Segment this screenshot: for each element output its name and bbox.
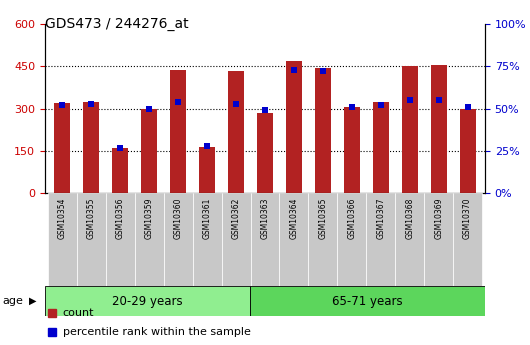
- Text: GSM10356: GSM10356: [116, 198, 125, 239]
- FancyBboxPatch shape: [164, 193, 192, 286]
- Text: percentile rank within the sample: percentile rank within the sample: [63, 327, 251, 337]
- Bar: [199, 147, 215, 193]
- Text: GDS473 / 244276_at: GDS473 / 244276_at: [45, 17, 189, 31]
- FancyBboxPatch shape: [395, 193, 424, 286]
- Text: 20-29 years: 20-29 years: [112, 295, 183, 307]
- Text: GSM10354: GSM10354: [58, 198, 67, 239]
- Text: GSM10365: GSM10365: [319, 198, 328, 239]
- Bar: [373, 102, 388, 193]
- Bar: [257, 113, 273, 193]
- FancyBboxPatch shape: [279, 193, 308, 286]
- Bar: [250, 286, 485, 316]
- Bar: [55, 103, 70, 193]
- Bar: [170, 70, 186, 193]
- Text: GSM10367: GSM10367: [376, 198, 385, 239]
- Bar: [112, 148, 128, 193]
- Text: GSM10363: GSM10363: [261, 198, 269, 239]
- FancyBboxPatch shape: [424, 193, 453, 286]
- FancyBboxPatch shape: [48, 193, 77, 286]
- FancyBboxPatch shape: [251, 193, 279, 286]
- Bar: [315, 68, 331, 193]
- Text: GSM10360: GSM10360: [174, 198, 183, 239]
- Bar: [286, 61, 302, 193]
- FancyBboxPatch shape: [308, 193, 338, 286]
- Text: age: age: [3, 296, 23, 306]
- Bar: [83, 102, 99, 193]
- Bar: [460, 109, 475, 193]
- Text: count: count: [63, 308, 94, 318]
- Text: GSM10359: GSM10359: [145, 198, 154, 239]
- Bar: [402, 66, 418, 193]
- Text: GSM10361: GSM10361: [202, 198, 211, 239]
- Text: GSM10355: GSM10355: [87, 198, 96, 239]
- Text: GSM10364: GSM10364: [289, 198, 298, 239]
- Text: GSM10362: GSM10362: [232, 198, 241, 239]
- Text: ▶: ▶: [29, 296, 37, 306]
- Bar: [431, 65, 447, 193]
- Text: GSM10369: GSM10369: [434, 198, 443, 239]
- Bar: [344, 107, 360, 193]
- Text: 65-71 years: 65-71 years: [332, 295, 403, 307]
- Text: GSM10366: GSM10366: [347, 198, 356, 239]
- FancyBboxPatch shape: [453, 193, 482, 286]
- FancyBboxPatch shape: [192, 193, 222, 286]
- FancyBboxPatch shape: [77, 193, 106, 286]
- Bar: [228, 71, 244, 193]
- Bar: [142, 109, 157, 193]
- Text: GSM10370: GSM10370: [463, 198, 472, 239]
- FancyBboxPatch shape: [366, 193, 395, 286]
- FancyBboxPatch shape: [338, 193, 366, 286]
- FancyBboxPatch shape: [106, 193, 135, 286]
- Text: GSM10368: GSM10368: [405, 198, 414, 239]
- FancyBboxPatch shape: [222, 193, 251, 286]
- FancyBboxPatch shape: [135, 193, 164, 286]
- Bar: [45, 286, 250, 316]
